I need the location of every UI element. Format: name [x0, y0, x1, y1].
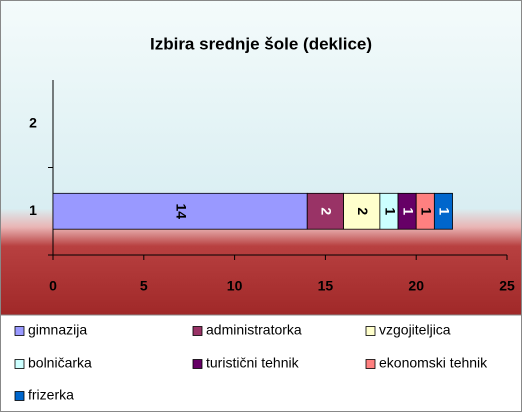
- legend-swatch: [192, 326, 203, 336]
- data-label: 2: [355, 207, 371, 215]
- legend-swatch: [14, 326, 25, 336]
- data-label: 1: [419, 207, 435, 215]
- chart-background: [0, 0, 522, 316]
- legend-label: gimnazija: [28, 322, 87, 338]
- bar-segment: [52, 192, 308, 230]
- legend-label: vzgojiteljica: [379, 322, 451, 338]
- legend-swatch: [14, 391, 25, 401]
- y-tick-label: 1: [29, 202, 37, 218]
- x-tick-label: 10: [227, 278, 243, 294]
- x-tick-label: 5: [140, 278, 148, 294]
- legend-label: administratorka: [206, 322, 302, 338]
- y-tick-label: 2: [29, 114, 37, 130]
- x-tick-label: 0: [49, 278, 57, 294]
- chart-title: Izbira srednje šole (deklice): [150, 34, 372, 53]
- x-tick-label: 20: [408, 278, 424, 294]
- legend-label: frizerka: [28, 387, 74, 403]
- bar-segment: [433, 192, 453, 230]
- data-label: 2: [319, 207, 335, 215]
- data-label: 1: [400, 207, 416, 215]
- bar-segment: [306, 192, 344, 230]
- legend-swatch: [365, 326, 376, 336]
- legend-label: bolničarka: [28, 355, 92, 371]
- legend-box: [0, 314, 522, 412]
- legend-label: turistični tehnik: [206, 355, 300, 371]
- legend-swatch: [14, 359, 25, 369]
- data-label: 1: [437, 207, 453, 215]
- legend-swatch: [192, 359, 203, 369]
- bar-segment: [343, 192, 381, 230]
- data-label: 14: [173, 203, 189, 219]
- legend-swatch: [365, 359, 376, 369]
- legend-label: ekonomski tehnik: [379, 355, 488, 371]
- data-label: 1: [382, 207, 398, 215]
- x-tick-label: 15: [318, 278, 334, 294]
- x-tick-label: 25: [499, 278, 515, 294]
